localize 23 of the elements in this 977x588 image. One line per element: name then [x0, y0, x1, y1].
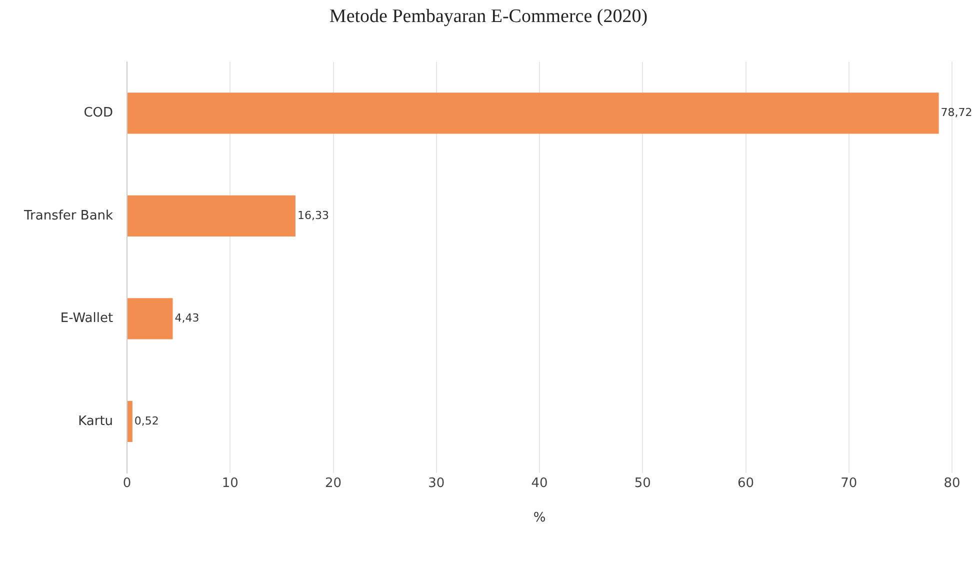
data-label: 16,33: [297, 208, 329, 222]
y-tick-label: Transfer Bank: [22, 208, 114, 224]
x-axis-title: %: [533, 510, 546, 526]
x-tick-label: 80: [944, 476, 960, 491]
bar: [128, 298, 173, 340]
x-tick-label: 0: [122, 476, 132, 491]
y-tick-label: E-Wallet: [60, 311, 114, 326]
data-label: 78,72: [940, 106, 972, 120]
x-tick-label: 30: [428, 476, 445, 491]
y-tick-label: COD: [84, 106, 114, 121]
bar: [128, 400, 132, 442]
x-tick-label: 50: [634, 476, 651, 491]
x-tick-label: 20: [325, 476, 342, 491]
bar: [128, 92, 939, 134]
data-label: 4,43: [174, 312, 200, 325]
bar: [128, 195, 296, 236]
chart-title: Metode Pembayaran E-Commerce (2020): [328, 6, 649, 28]
x-tick-label: 10: [222, 476, 238, 491]
x-tick-label: 40: [531, 476, 548, 491]
x-tick-label: 60: [737, 476, 754, 491]
x-tick-label: 70: [840, 476, 858, 491]
y-tick-label: Kartu: [78, 414, 114, 429]
data-label: 0,52: [134, 414, 159, 428]
